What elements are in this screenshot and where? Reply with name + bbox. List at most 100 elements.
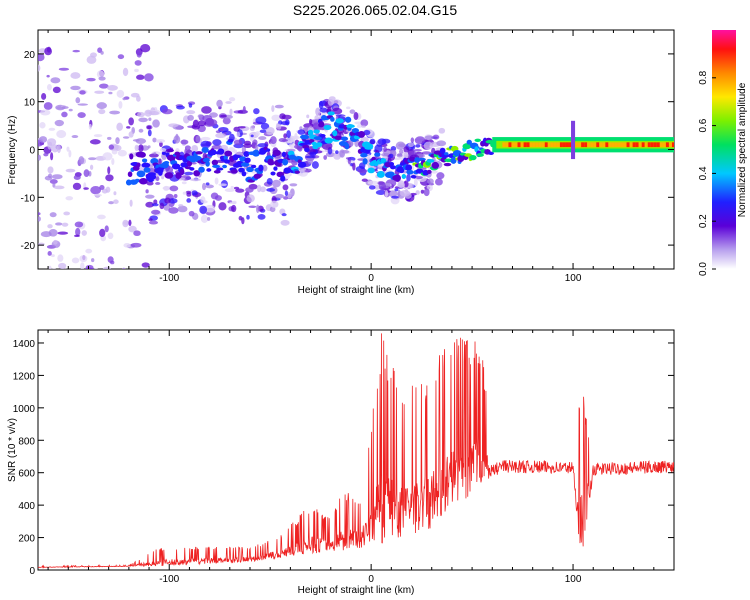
spectrogram-cell (159, 148, 167, 152)
spectrogram-cell (198, 166, 205, 173)
spectrogram-cell (148, 218, 153, 222)
spectrogram-cell (383, 146, 388, 153)
spectrogram-cell (398, 167, 405, 174)
spectrogram-band-core (562, 142, 566, 148)
spectrogram-cell (230, 169, 238, 174)
spectrogram-cell (161, 108, 173, 115)
spectrogram-cell (186, 198, 192, 203)
spectrogram-cell (304, 147, 310, 153)
spectrogram-band-core (502, 142, 506, 148)
colorbar-tick-label: 0.0 (698, 262, 709, 276)
spectrogram-cell (107, 256, 114, 263)
spectrogram-cell (223, 159, 231, 164)
spectrogram-cell (300, 134, 309, 140)
spectrogram-cell (246, 194, 255, 203)
spectrogram-cell (225, 101, 232, 104)
spectrogram-band-core (614, 142, 618, 148)
spectrogram-cell (111, 149, 118, 155)
spectrogram-cell (144, 109, 152, 117)
spectrogram-cell (48, 228, 58, 237)
spectrogram-band-core (505, 142, 509, 148)
spectrogram-cell (327, 111, 335, 116)
spectrogram-cell (318, 121, 325, 128)
snr-y-tick-label: 800 (18, 436, 35, 447)
spectrogram-cell (282, 158, 289, 166)
spectrogram-cell (168, 198, 178, 204)
spectrogram-band-core (629, 142, 633, 148)
spectrogram-x-tick-label: -100 (159, 273, 179, 284)
spectrogram-cell (253, 173, 261, 179)
spectrogram-cell (130, 92, 140, 98)
spectrogram-cell (377, 138, 387, 145)
spectrogram-cell (344, 116, 352, 123)
spectrogram-cell (324, 137, 334, 144)
spectrogram-cell (39, 122, 46, 129)
spectrogram-band-core (599, 142, 603, 148)
spectrogram-cell (269, 136, 277, 145)
spectrogram-cell (201, 106, 212, 114)
spectrogram-cell (122, 267, 126, 269)
spectrogram-cell (462, 143, 472, 150)
spectrogram-cell (81, 230, 87, 236)
spectrogram-cell (186, 110, 196, 115)
spectrogram-cell (360, 152, 368, 158)
snr-y-tick-label: 1200 (13, 371, 36, 382)
spectrogram-cell (151, 203, 159, 207)
spectrogram-cell (240, 162, 250, 167)
spectrogram-cell (55, 222, 63, 226)
spectrogram-cell (410, 137, 415, 143)
spectrogram-cell (183, 171, 194, 176)
spectrogram-cell (201, 147, 209, 153)
spectrogram-cell (41, 92, 47, 100)
spectrogram-cell (443, 162, 452, 167)
spectrogram-cell (175, 172, 182, 180)
spectrogram-cell (415, 168, 424, 174)
spectrogram-band-core (668, 142, 672, 148)
spectrogram-y-tick-label: -20 (21, 241, 36, 252)
spectrogram-cell (346, 106, 351, 110)
spectrogram-cell (177, 205, 188, 213)
spectrogram-cell (134, 60, 142, 66)
spectrogram-cell (153, 152, 157, 155)
spectrogram-cell (46, 138, 57, 146)
spectrogram-cell (406, 173, 411, 182)
spectrogram-cell (352, 162, 356, 171)
spectrogram-cell (294, 133, 298, 139)
spectrogram-band-core (623, 142, 627, 148)
spectrogram-cell (146, 125, 152, 130)
spectrogram-cell (186, 160, 193, 167)
spectrogram-cell (86, 55, 97, 64)
spectrogram-cell (193, 170, 201, 177)
spectrogram-cell (106, 136, 112, 140)
spectrogram-cell (260, 122, 270, 130)
spectrogram-cell (319, 107, 328, 113)
spectrogram-cell (396, 153, 403, 158)
spectrogram-cell (255, 116, 267, 125)
spectrogram-cell (93, 193, 102, 197)
spectrogram-cell (476, 153, 484, 157)
snr-series-line (38, 333, 674, 569)
spectrogram-cell (249, 125, 255, 132)
spectrogram-cell (423, 188, 430, 197)
spectrogram-cell (276, 123, 282, 130)
spectrogram-cell (238, 167, 245, 173)
spectrogram-cell (128, 117, 134, 126)
spectrogram-cell (275, 194, 285, 199)
spectrogram-cell (93, 134, 103, 138)
spectrogram-cell (305, 155, 316, 159)
snr-x-label: Height of straight line (km) (298, 585, 415, 596)
spectrogram-cell (190, 178, 201, 182)
spectrogram-cell (47, 166, 54, 174)
spectrogram-band-core (671, 142, 674, 148)
spectrogram-cell (50, 152, 54, 161)
spectrogram-cell (360, 136, 369, 143)
spectrogram-cell (344, 142, 350, 150)
spectrogram-band-core (553, 142, 557, 148)
spectrogram-cell (397, 180, 405, 189)
spectrogram-cell (145, 189, 149, 194)
spectrogram-cell (306, 114, 310, 119)
spectrogram-cell (361, 125, 366, 128)
spectrogram-cell (257, 143, 268, 148)
snr-y-tick-label: 1000 (13, 404, 36, 415)
